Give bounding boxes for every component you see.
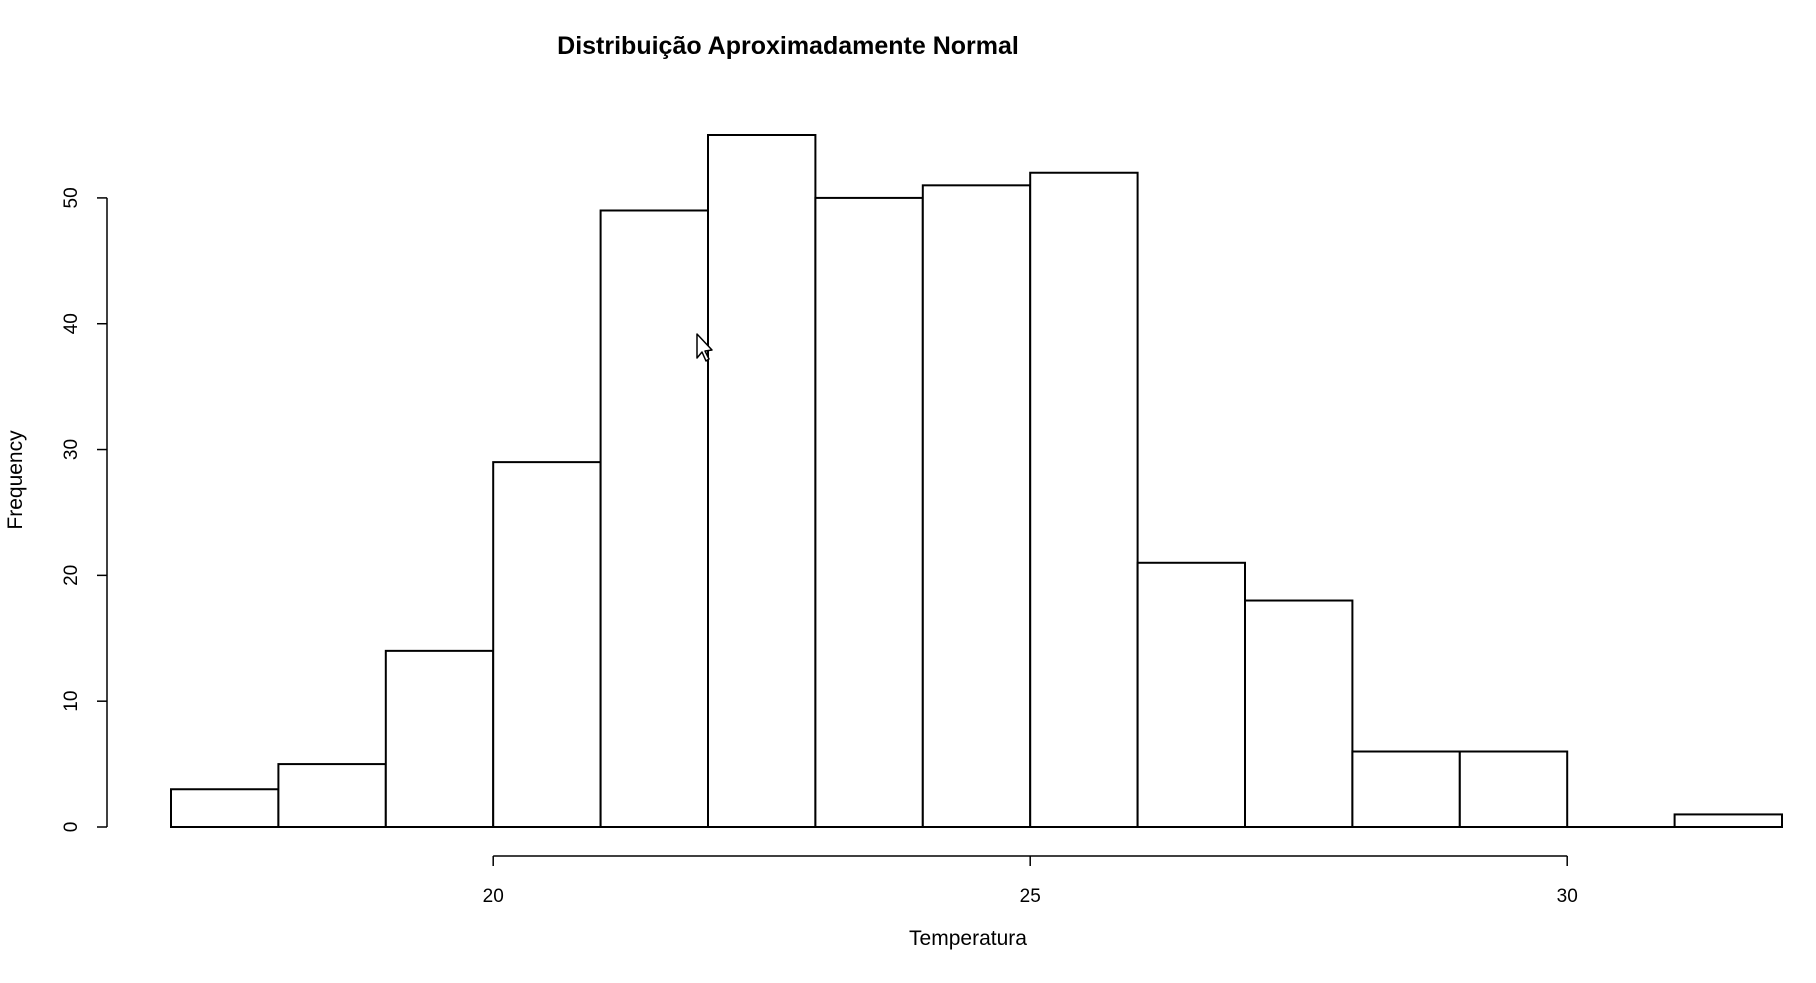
y-tick-label: 30 <box>61 439 82 460</box>
histogram-bar <box>171 789 278 827</box>
histogram-bar <box>278 764 385 827</box>
histogram-bar <box>1030 173 1137 827</box>
histogram-bar <box>815 198 922 827</box>
histogram-bar <box>1138 563 1245 827</box>
histogram-bar <box>1245 601 1352 827</box>
x-tick-label: 25 <box>1020 886 1041 907</box>
x-axis: 20 25 30 <box>483 856 1578 907</box>
y-tick-label: 0 <box>61 822 82 833</box>
histogram-bar <box>923 185 1030 827</box>
y-tick-label: 40 <box>61 313 82 334</box>
histogram-bar <box>601 210 708 827</box>
histogram-bar <box>386 651 493 827</box>
chart-title: Distribuição Aproximadamente Normal <box>557 32 1019 60</box>
bars-layer <box>171 135 1782 827</box>
histogram-bar <box>708 135 815 827</box>
y-axis-label: Frequency <box>4 430 27 530</box>
histogram-bar <box>1460 752 1567 827</box>
y-axis: 0 10 20 30 40 50 <box>61 187 107 832</box>
y-tick-label: 20 <box>61 565 82 586</box>
x-axis-label: Temperatura <box>909 927 1027 950</box>
histogram-bar <box>493 462 600 827</box>
histogram-bar <box>1352 752 1459 827</box>
y-tick-label: 50 <box>61 187 82 208</box>
x-tick-label: 30 <box>1557 886 1578 907</box>
x-tick-label: 20 <box>483 886 504 907</box>
y-tick-label: 10 <box>61 691 82 712</box>
histogram-bar <box>1675 814 1782 827</box>
